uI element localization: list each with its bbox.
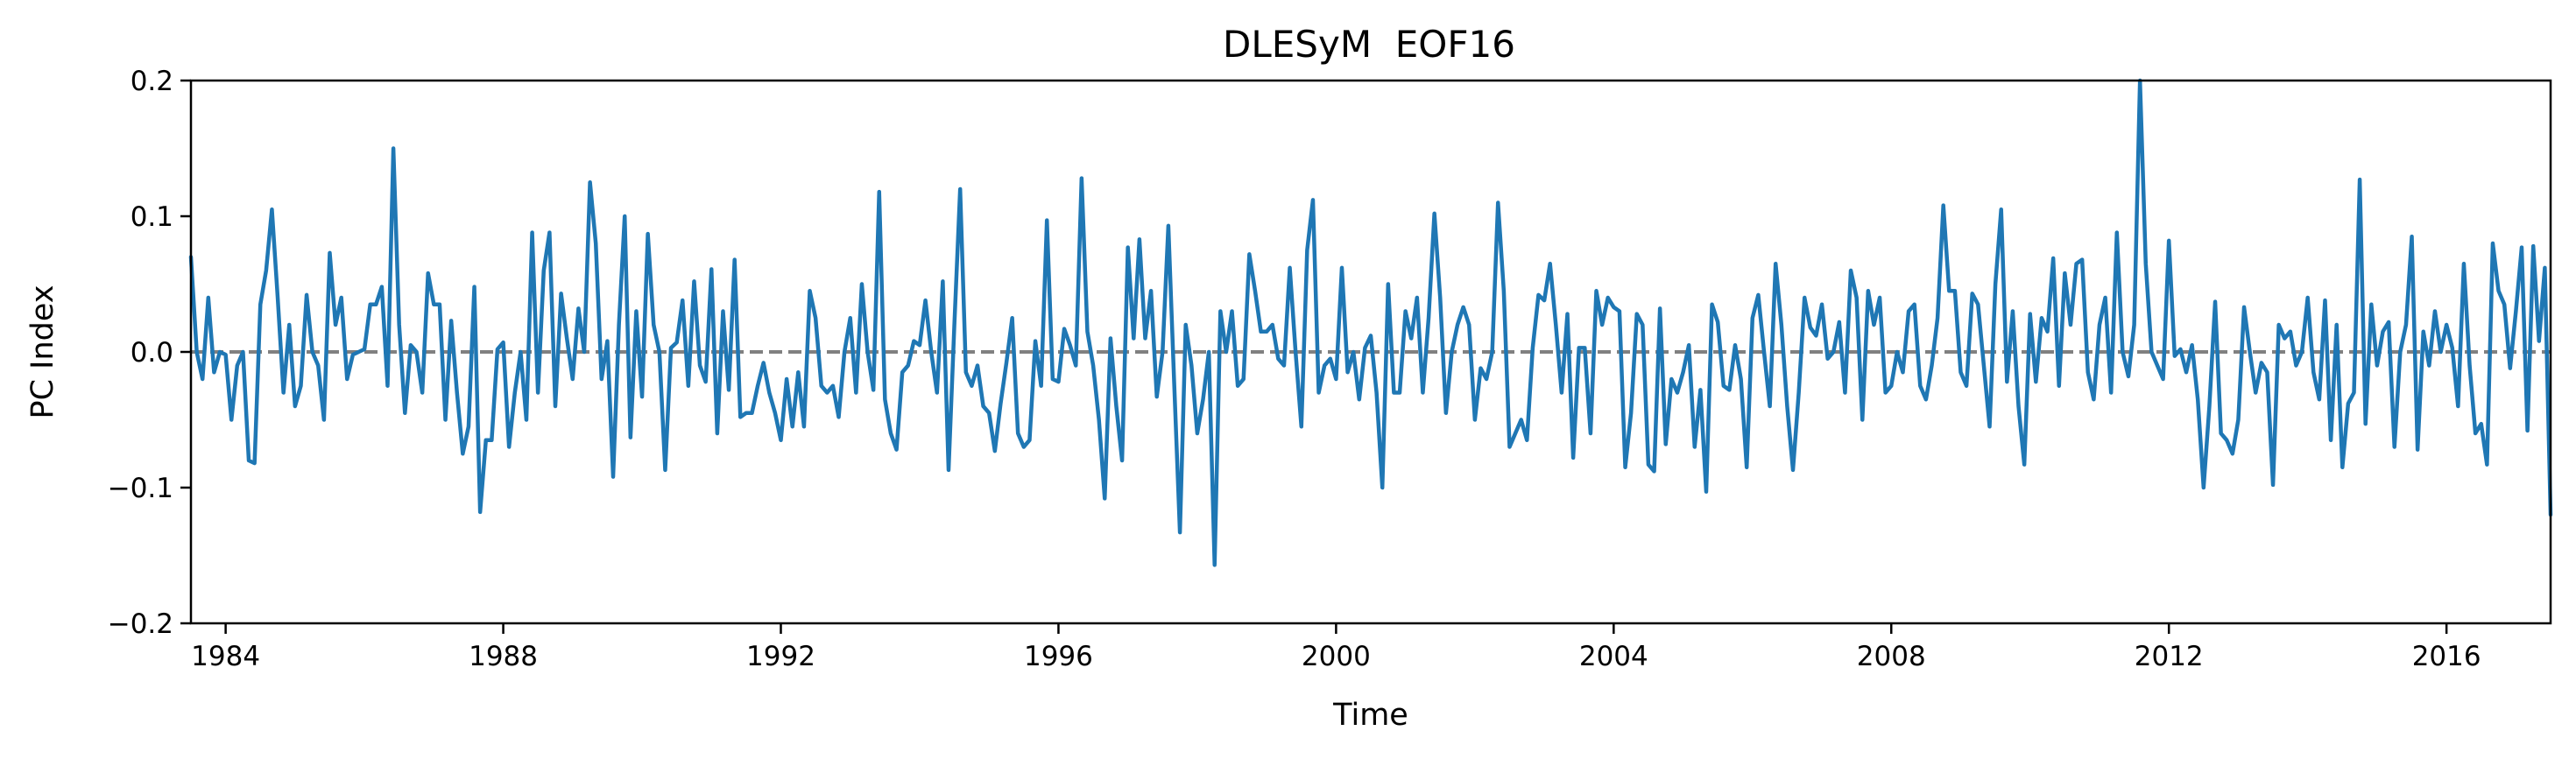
x-tick-label: 2012 [2135,641,2204,672]
x-axis-label: Time [1332,698,1408,733]
y-axis-ticks: −0.2 −0.1 0.0 0.1 0.2 [108,66,191,640]
y-tick-label: −0.1 [108,473,173,504]
x-tick-label: 2000 [1302,641,1371,672]
y-tick-label: 0.2 [131,66,173,97]
x-axis-ticks: 1984 1988 1992 1996 2000 2004 2008 2012 2016 [191,623,2481,672]
x-tick-label: 1992 [746,641,815,672]
y-tick-label: 0.0 [131,337,173,369]
series-line-pc-index [188,78,2553,567]
x-tick-label: 1984 [191,641,260,672]
y-tick-label: −0.2 [108,608,173,640]
x-tick-label: 1996 [1024,641,1093,672]
plot-area [188,78,2553,625]
x-tick-label: 2016 [2412,641,2481,672]
x-tick-label: 2004 [1579,641,1648,672]
chart-title: DLESyM EOF16 [1223,23,1515,66]
y-axis-label: PC Index [25,285,60,418]
x-tick-label: 1988 [469,641,538,672]
x-tick-label: 2008 [1857,641,1926,672]
y-tick-label: 0.1 [131,201,173,233]
